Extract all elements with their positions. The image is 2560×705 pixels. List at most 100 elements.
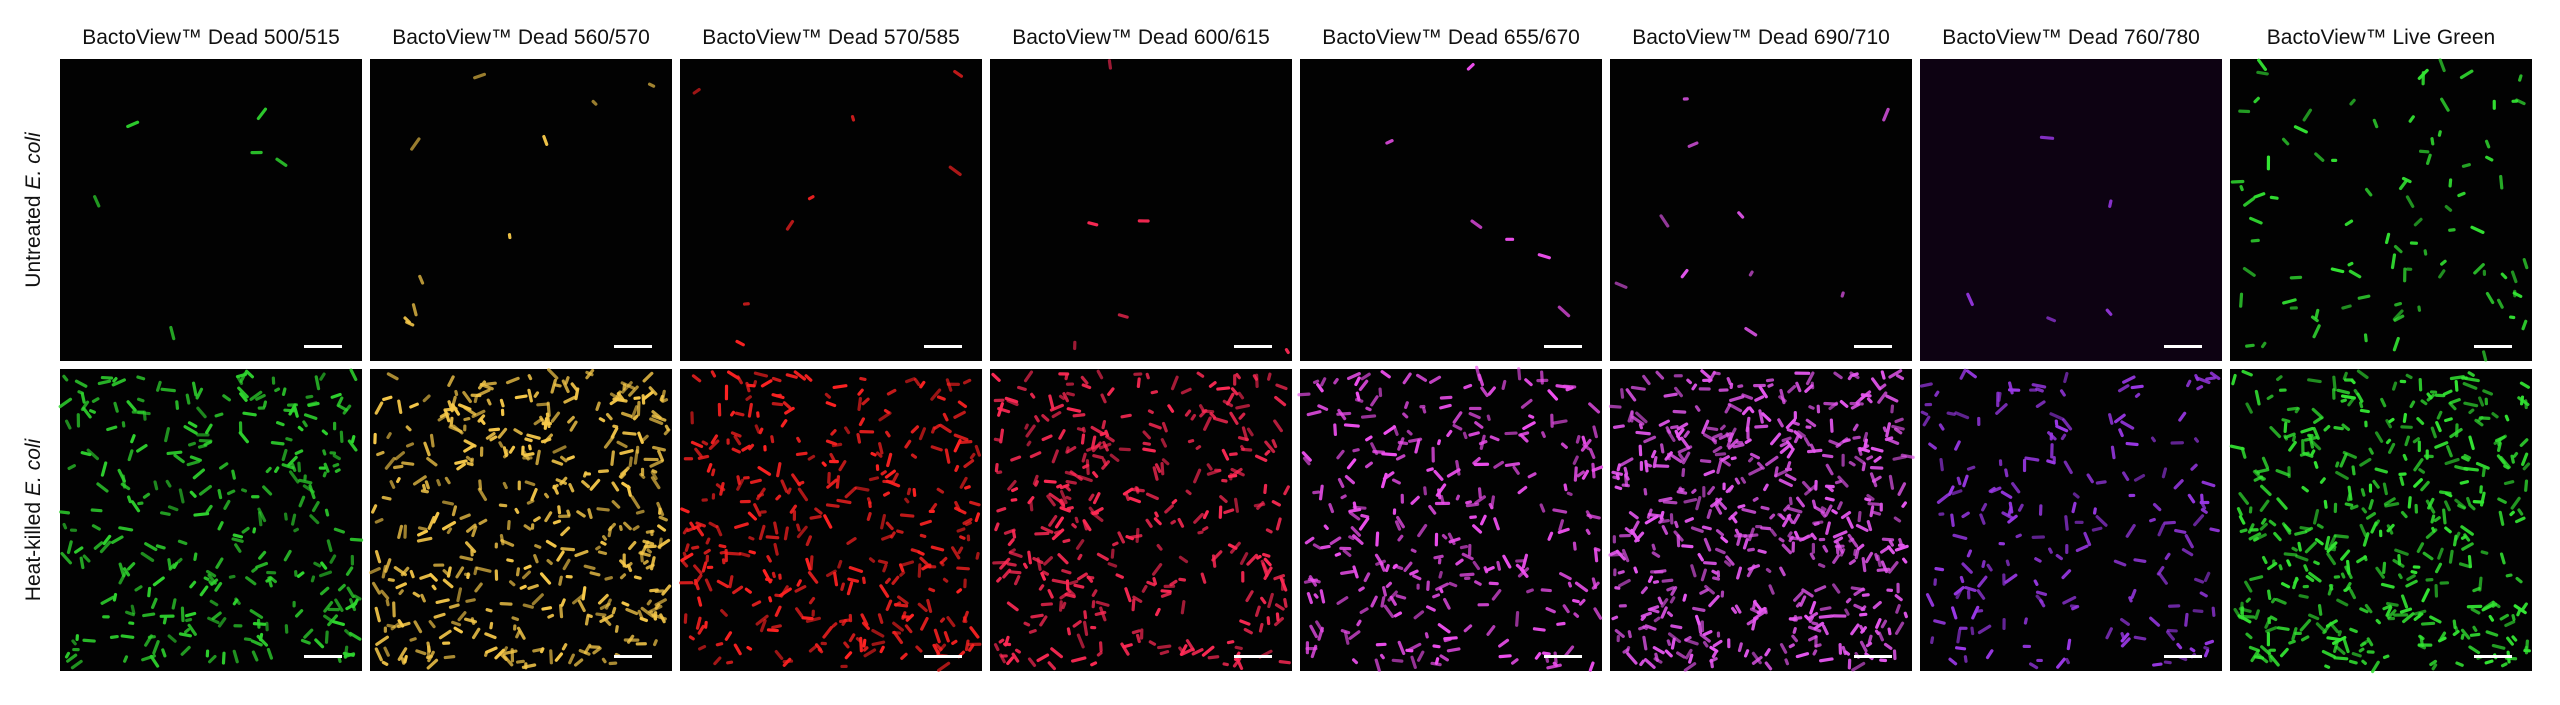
bacterium	[871, 640, 886, 647]
bacterium	[1278, 660, 1291, 665]
bacterium	[205, 649, 210, 658]
bacterium	[1894, 544, 1909, 552]
bacterium	[478, 518, 488, 526]
bacterium	[774, 605, 782, 617]
bacterium	[1813, 621, 1825, 631]
bacterium	[789, 504, 798, 514]
bacterium	[2449, 398, 2461, 405]
bacterium	[1782, 513, 1792, 528]
bacterium	[329, 554, 337, 564]
bacterium	[1880, 545, 1891, 554]
bacterium	[64, 651, 71, 659]
bacterium	[1709, 658, 1714, 669]
bacterium	[560, 598, 566, 607]
bacterium	[1410, 655, 1417, 669]
bacterium	[178, 488, 185, 504]
bacterium	[1966, 292, 1974, 307]
bacterium	[1306, 592, 1313, 605]
bacterium	[1477, 487, 1482, 499]
bacterium	[451, 620, 462, 627]
bacterium	[1275, 612, 1280, 622]
bacterium	[1615, 472, 1620, 481]
bacterium	[1630, 385, 1646, 391]
bacterium	[2505, 573, 2513, 578]
bacterium	[1412, 574, 1422, 581]
bacterium	[442, 569, 451, 577]
bacterium	[1365, 406, 1372, 412]
bacterium	[288, 470, 300, 484]
bacterium	[1163, 584, 1176, 589]
bacterium	[326, 539, 333, 553]
bacterium	[1661, 525, 1669, 535]
bacterium	[1348, 511, 1361, 521]
bacterium	[2108, 199, 2113, 208]
bacterium	[59, 510, 71, 515]
bacterium	[2281, 418, 2291, 423]
bacterium	[1593, 548, 1599, 563]
bacterium	[635, 509, 645, 515]
bacterium	[2166, 628, 2178, 633]
bacterium	[1007, 538, 1015, 547]
bacterium	[417, 529, 429, 537]
bacterium	[1832, 530, 1848, 539]
bacterium	[1718, 432, 1732, 440]
bacterium	[232, 649, 239, 664]
bacterium	[1271, 500, 1281, 507]
bacterium	[1712, 445, 1723, 454]
bacterium	[954, 464, 960, 472]
bacterium	[965, 521, 972, 527]
micrograph-panel	[2230, 58, 2532, 362]
bacterium	[1786, 447, 1795, 459]
bacterium	[1532, 627, 1546, 632]
bacterium	[1726, 377, 1732, 386]
bacterium	[1023, 562, 1028, 569]
bacterium	[708, 439, 720, 450]
bacterium	[2515, 516, 2526, 524]
bacterium	[2194, 374, 2200, 382]
bacterium	[1304, 536, 1315, 545]
bacterium	[2416, 417, 2425, 425]
bacterium	[454, 459, 468, 465]
bacterium	[1788, 617, 1798, 622]
bacterium	[1404, 401, 1409, 409]
bacterium	[618, 525, 623, 531]
bacterium	[1562, 604, 1570, 614]
bacterium	[2189, 647, 2196, 653]
bacterium	[1639, 460, 1643, 471]
bacterium	[546, 559, 553, 565]
bacterium	[2484, 139, 2491, 149]
bacterium	[234, 543, 242, 553]
bacterium	[166, 450, 183, 456]
bacterium	[2254, 389, 2261, 406]
scale-bar	[1544, 655, 1582, 658]
bacterium	[1869, 472, 1878, 488]
bacterium	[1863, 438, 1868, 448]
bacterium	[2484, 659, 2494, 665]
bacterium	[730, 431, 742, 438]
bacterium	[1072, 413, 1086, 418]
bacterium	[2475, 461, 2490, 470]
bacterium	[2399, 476, 2405, 486]
bacterium	[1977, 575, 1988, 588]
bacterium	[1029, 451, 1042, 459]
bacterium	[932, 643, 940, 656]
bacterium	[1238, 412, 1246, 420]
bacterium	[1171, 499, 1178, 505]
bacterium	[2454, 626, 2459, 633]
bacterium	[622, 431, 637, 436]
bacterium	[2120, 632, 2126, 640]
bacterium	[189, 490, 197, 498]
bacterium	[1381, 452, 1398, 457]
bacterium	[1517, 367, 1522, 381]
bacterium	[946, 382, 960, 386]
bacterium	[1731, 606, 1738, 614]
bacterium	[1410, 548, 1417, 553]
bacterium	[2128, 493, 2136, 498]
bacterium	[862, 638, 867, 648]
bacterium	[1811, 621, 1819, 626]
bacterium	[1948, 657, 1958, 666]
bacterium	[1796, 430, 1806, 438]
bacterium	[942, 412, 949, 422]
bacterium	[1180, 600, 1186, 615]
bacterium	[1920, 410, 1929, 416]
